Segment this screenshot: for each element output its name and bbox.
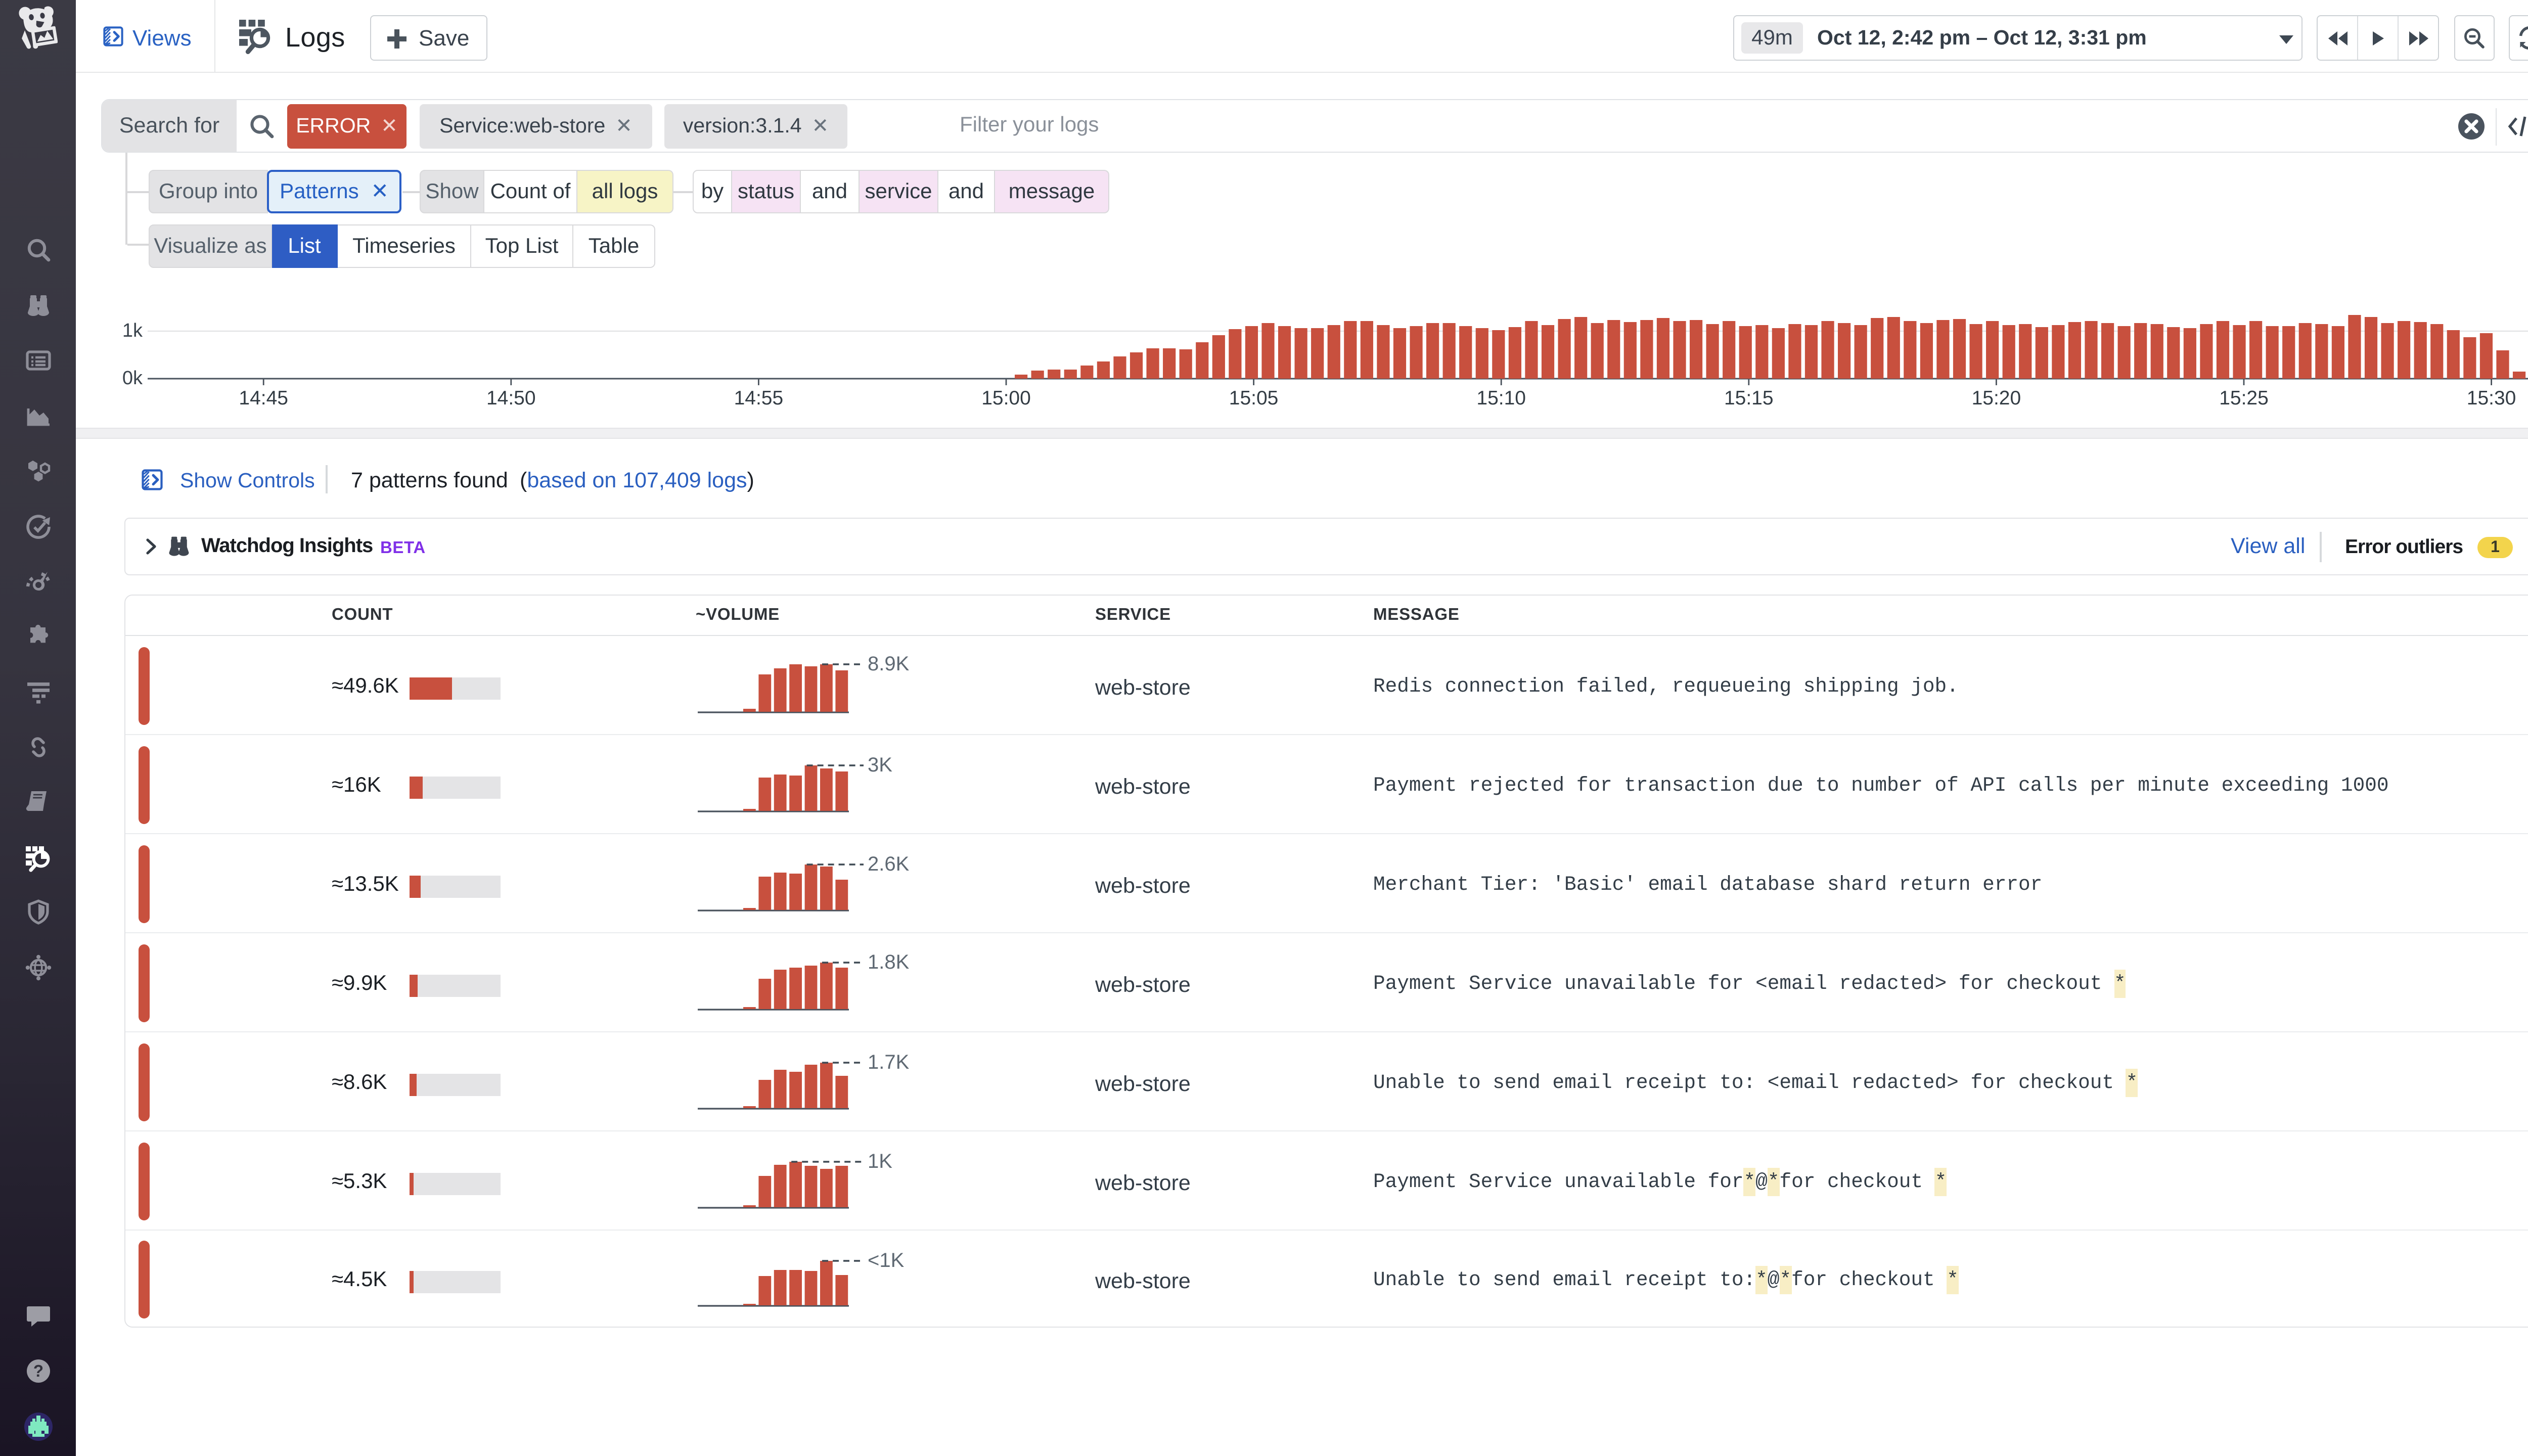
svg-text:?: ? <box>33 1361 43 1380</box>
